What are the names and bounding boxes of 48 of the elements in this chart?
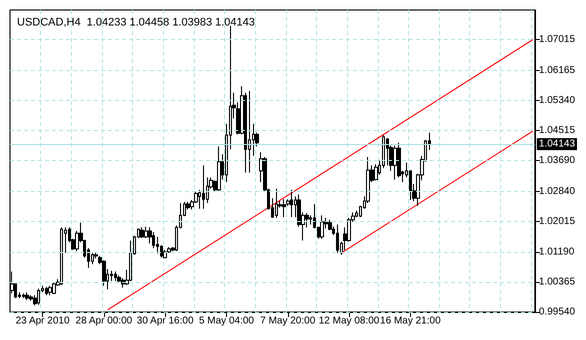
candlestick: [148, 226, 152, 244]
candlestick: [355, 210, 358, 218]
x-tick-label: 7 May 20:00: [260, 316, 316, 326]
x-tick-label: 16 May 21:00: [380, 316, 442, 326]
candlestick: [129, 240, 132, 282]
candlestick: [217, 146, 221, 192]
candlestick: [290, 189, 293, 218]
x-tick-label: 30 Apr 16:00: [136, 316, 194, 326]
y-tick-label: 1.02840: [538, 186, 576, 198]
y-tick-label: 1.02015: [538, 216, 576, 228]
candlestick: [282, 198, 286, 218]
y-tick-label: 1.03690: [538, 155, 576, 166]
candlestick: [22, 292, 25, 299]
candlestick: [52, 282, 56, 295]
candlestick: [393, 145, 397, 180]
y-tick-label: 1.01190: [538, 246, 575, 258]
candlestick: [60, 226, 63, 286]
candlestick: [202, 164, 205, 210]
x-tick-label: 23 Apr 2010: [16, 316, 70, 326]
candlestick: [374, 164, 378, 181]
y-tick-label: 0.99540: [538, 306, 576, 318]
candlestick: [102, 260, 106, 286]
x-tick-label: 12 May 08:00: [318, 316, 380, 326]
candlestick: [37, 288, 40, 306]
candlestick: [48, 285, 52, 296]
text: USDCAD,H4 1.04233 1.04458 1.03983 1.04143: [17, 16, 255, 28]
candlestick: [25, 292, 29, 300]
ref-line-label: 1.04143: [538, 138, 576, 150]
candlestick: [328, 219, 332, 231]
candlestick: [29, 294, 33, 302]
candlestick: [114, 271, 117, 282]
candlestick: [275, 188, 278, 218]
candlestick: [140, 226, 144, 238]
y-tick-label: 1.00365: [538, 276, 576, 288]
candlestick: [336, 224, 339, 254]
y-tick-label: 1.07015: [538, 34, 576, 45]
candlestick: [397, 142, 401, 178]
x-tick-label: 5 May 04:00: [198, 316, 254, 326]
candlestick: [156, 236, 159, 254]
x-tick-label: 28 Apr 00:00: [76, 316, 133, 326]
candlestick: [91, 252, 94, 265]
candlestick: [163, 249, 167, 259]
y-tick-label: 1.06165: [538, 64, 576, 76]
candlestick: [45, 286, 48, 296]
y-tick-label: 1.05340: [538, 94, 576, 106]
candlestick: [320, 214, 324, 240]
y-tick-label: 1.04515: [538, 125, 576, 136]
candlestick: [248, 90, 251, 174]
